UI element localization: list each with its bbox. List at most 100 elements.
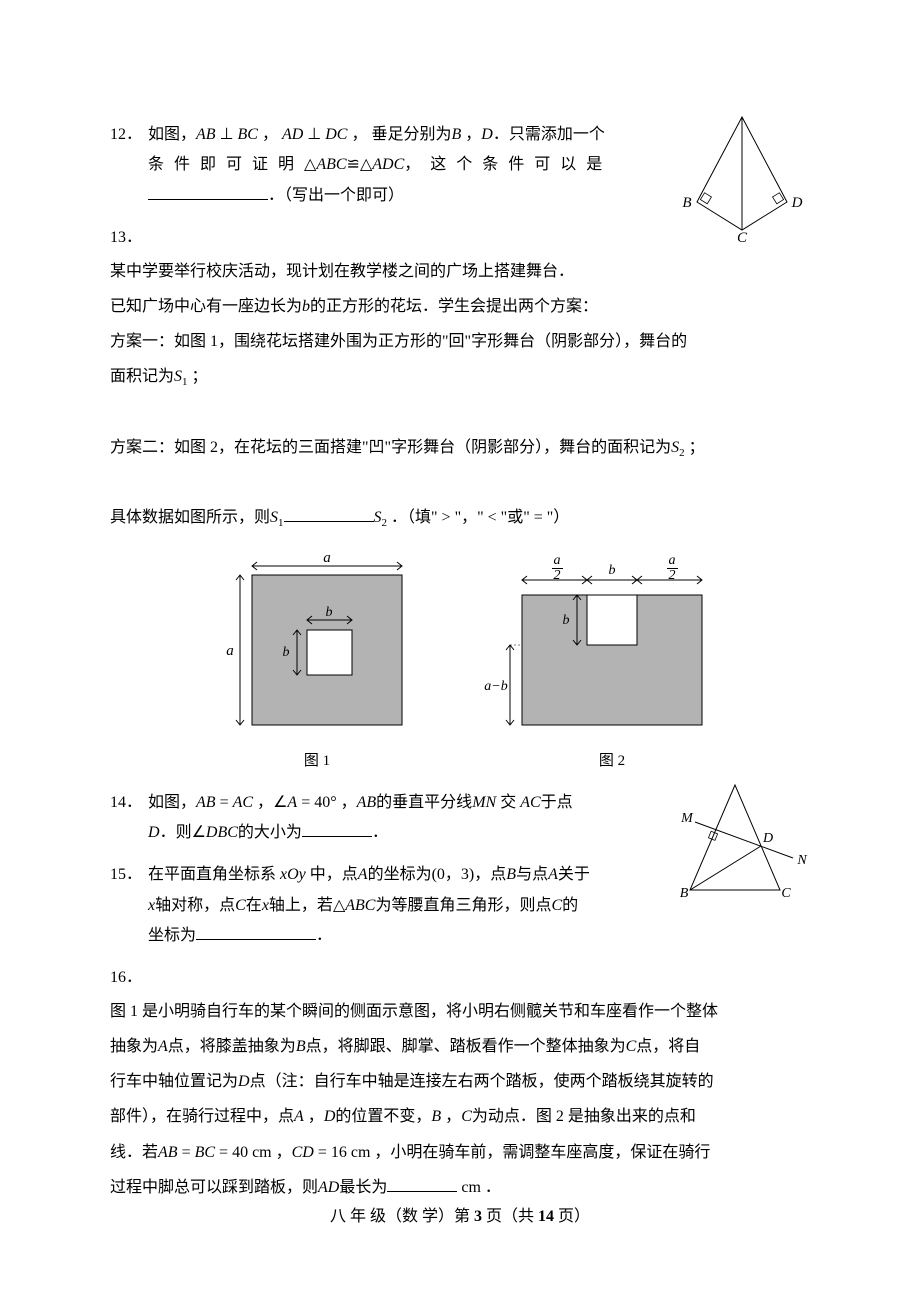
text: 如图， xyxy=(148,794,196,811)
sep: ， xyxy=(304,1108,324,1125)
op: = xyxy=(216,794,233,811)
text: 过程中脚总可以踩到踏板，则 xyxy=(110,1179,318,1196)
blank xyxy=(302,820,372,837)
svg-text:D: D xyxy=(762,831,773,846)
op: ⊥ xyxy=(303,126,325,143)
var: BC xyxy=(238,126,258,143)
problem-16: 16． 图 1 是小明骑自行车的某个瞬间的侧面示意图，将小明右侧髋关节和车座看作… xyxy=(110,963,810,1205)
text: = 40° ， xyxy=(297,794,356,811)
sym: ∠ xyxy=(192,824,206,841)
var: AC xyxy=(520,794,540,811)
text: 某中学要举行校庆活动，现计划在教学楼之间的广场上搭建舞台． xyxy=(110,263,574,280)
footer-text: 页） xyxy=(554,1208,590,1225)
svg-text:M: M xyxy=(680,811,694,826)
text: 的大小为 xyxy=(238,824,302,841)
var: A xyxy=(158,1038,168,1055)
figure-2: a2 b a2 b xyxy=(482,550,742,776)
text: 在 xyxy=(246,897,262,914)
text: 点（注：自行车中轴是连接左右两个踏板，使两个踏板绕其旋转的 xyxy=(250,1073,714,1090)
text: 点，将膝盖抽象为 xyxy=(168,1038,296,1055)
svg-text:a: a xyxy=(226,643,234,659)
var: AC xyxy=(233,794,253,811)
sym: △ xyxy=(360,156,372,173)
var: C xyxy=(461,1108,472,1125)
sub: 2 xyxy=(382,517,388,529)
text: 轴对称，点 xyxy=(155,897,235,914)
fig-caption: 图 1 xyxy=(212,747,422,776)
blank xyxy=(284,505,374,522)
text: 中，点 xyxy=(306,866,358,883)
text: 的垂直平分线 xyxy=(376,794,472,811)
sep: ， xyxy=(441,1108,461,1125)
text: 点，将自 xyxy=(636,1038,700,1055)
text: 部件），在骑行过程中，点 xyxy=(110,1108,294,1125)
problem-15: 15． 在平面直角坐标系 xOy 中，点A的坐标为(0，3)，点B与点A关于 x… xyxy=(110,860,810,951)
text: ， 垂足分别为 xyxy=(347,126,451,143)
var: B xyxy=(451,126,461,143)
text: = 16 cm ，小明在骑车前，需调整车座高度，保证在骑行 xyxy=(314,1144,711,1161)
figure-1: a a b b 图 1 xyxy=(212,550,422,776)
op: ⊥ xyxy=(216,126,238,143)
blank xyxy=(196,923,316,940)
text: 如图， xyxy=(148,126,196,143)
var: B xyxy=(431,1108,441,1125)
text: 为等腰直角三角形，则点 xyxy=(375,897,551,914)
var: D xyxy=(238,1073,250,1090)
text: 方案一：如图 1，围绕花坛搭建外围为正方形的"回"字形舞台（阴影部分），舞台的 xyxy=(110,333,687,350)
var: AB xyxy=(357,794,377,811)
var: C xyxy=(626,1038,637,1055)
text: ； xyxy=(689,439,705,456)
text: 坐标为 xyxy=(148,927,196,944)
var: S xyxy=(174,368,182,385)
text: 最长为 xyxy=(339,1179,387,1196)
var: A xyxy=(287,794,297,811)
unit: cm ． xyxy=(457,1179,501,1196)
text: ． xyxy=(372,824,388,841)
footer-text: 页（共 xyxy=(482,1208,538,1225)
var: A xyxy=(548,866,558,883)
sym: ∠ xyxy=(273,794,287,811)
text: ．则 xyxy=(160,824,192,841)
text: ． xyxy=(316,927,332,944)
var: AB xyxy=(196,794,216,811)
text: 抽象为 xyxy=(110,1038,158,1055)
problem-number: 13． xyxy=(110,223,144,253)
text: 与点 xyxy=(516,866,548,883)
var: S xyxy=(270,509,278,526)
var: B xyxy=(296,1038,306,1055)
var: B xyxy=(506,866,516,883)
sym: ≌ xyxy=(347,156,360,173)
problem-text: 如图，AB ⊥ BC ， AD ⊥ DC ， 垂足分别为B ，D．只需添加一个 … xyxy=(148,120,638,211)
text: 在平面直角坐标系 xyxy=(148,866,280,883)
text: 线．若 xyxy=(110,1144,158,1161)
text: 具体数据如图所示，则 xyxy=(110,509,270,526)
text: 为动点．图 2 是抽象出来的点和 xyxy=(472,1108,696,1125)
problem-number: 15． xyxy=(110,860,144,890)
text: 于点 xyxy=(541,794,573,811)
var: AD xyxy=(318,1179,339,1196)
text: 的坐标为 xyxy=(368,866,432,883)
text: 面积记为 xyxy=(110,368,174,385)
sep: ， xyxy=(461,126,481,143)
sep: ， xyxy=(258,126,282,143)
svg-text:b: b xyxy=(326,605,333,620)
coord: (0，3) xyxy=(432,866,475,883)
var: ABC xyxy=(316,156,346,173)
var: BC xyxy=(195,1144,215,1161)
text: 方案二：如图 2，在花坛的三面搭建"凹"字形舞台（阴影部分），舞台的面积记为 xyxy=(110,439,671,456)
var: S xyxy=(671,439,679,456)
svg-text:a: a xyxy=(323,550,331,566)
var: AB xyxy=(158,1144,178,1161)
var: D xyxy=(481,126,493,143)
page: 12． 如图，AB ⊥ BC ， AD ⊥ DC ， 垂足分别为B ，D．只需添… xyxy=(0,0,920,1302)
svg-text:b: b xyxy=(609,563,616,578)
sep: ， xyxy=(253,794,273,811)
problem-text: 在平面直角坐标系 xOy 中，点A的坐标为(0，3)，点B与点A关于 x轴对称，… xyxy=(148,860,638,951)
sub: 2 xyxy=(679,447,685,459)
text: 行车中轴位置记为 xyxy=(110,1073,238,1090)
problem-number: 12． xyxy=(110,120,144,150)
var: C xyxy=(551,897,562,914)
text: 图 1 是小明骑自行车的某个瞬间的侧面示意图，将小明右侧髋关节和车座看作一个整体 xyxy=(110,1003,718,1020)
fig-caption: 图 2 xyxy=(482,747,742,776)
text: 的 xyxy=(562,897,578,914)
